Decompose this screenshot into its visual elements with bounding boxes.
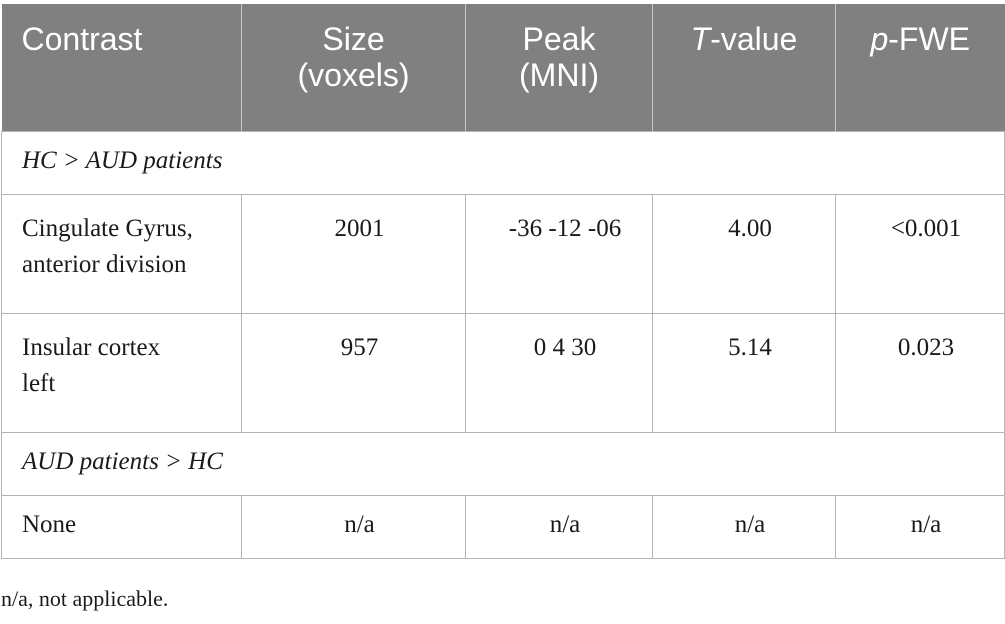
t-value-cell: 5.14 (652, 313, 836, 433)
region-cell: None (1, 495, 242, 559)
header-p-fwe: p-FWE (835, 4, 1005, 132)
table-header: Contrast Size (voxels) Peak (MNI) T-valu… (1, 4, 1005, 132)
header-peak-line1: Peak (522, 21, 596, 57)
region-cell: Cingulate Gyrus, anterior division (1, 194, 242, 314)
table-row: Insular cortex left 957 0 4 30 5.14 0.02… (1, 313, 1005, 433)
region-line1: Cingulate Gyrus, (22, 215, 193, 242)
table-body: HC > AUD patients Cingulate Gyrus, anter… (1, 131, 1005, 559)
section-label: HC > AUD patients (1, 131, 1005, 195)
header-t-value: T-value (652, 4, 836, 132)
header-peak: Peak (MNI) (465, 4, 653, 132)
p-fwe-cell: n/a (835, 495, 1005, 559)
region-line1: Insular cortex (22, 334, 161, 361)
t-value-cell: 4.00 (652, 194, 836, 314)
peak-cell: -36 -12 -06 (465, 194, 653, 314)
section-row-hc-gt-aud: HC > AUD patients (1, 131, 1005, 195)
header-size: Size (voxels) (241, 4, 466, 132)
p-fwe-cell: <0.001 (835, 194, 1005, 314)
section-label: AUD patients > HC (1, 432, 1005, 496)
size-cell: 957 (241, 313, 466, 433)
table-row: Cingulate Gyrus, anterior division 2001 … (1, 194, 1005, 314)
header-t-italic: T (690, 21, 711, 57)
peak-cell: 0 4 30 (465, 313, 653, 433)
region-line2: anterior division (22, 251, 187, 278)
table-row: None n/a n/a n/a n/a (1, 495, 1005, 559)
header-p-rest: -FWE (888, 21, 971, 57)
header-size-line1: Size (322, 21, 385, 57)
region-cell: Insular cortex left (1, 313, 242, 433)
header-size-line2: (voxels) (297, 57, 410, 93)
peak-cell: n/a (465, 495, 653, 559)
header-contrast: Contrast (1, 4, 242, 132)
table-footnote: n/a, not applicable. (1, 586, 169, 611)
p-fwe-cell: 0.023 (835, 313, 1005, 433)
header-p-italic: p (870, 21, 889, 57)
header-t-rest: -value (710, 21, 798, 57)
header-row: Contrast Size (voxels) Peak (MNI) T-valu… (1, 4, 1005, 132)
size-cell: 2001 (241, 194, 466, 314)
results-table: Contrast Size (voxels) Peak (MNI) T-valu… (1, 4, 1005, 559)
t-value-cell: n/a (652, 495, 836, 559)
header-contrast-label: Contrast (21, 21, 143, 57)
size-cell: n/a (241, 495, 466, 559)
header-peak-line2: (MNI) (519, 57, 599, 93)
section-row-aud-gt-hc: AUD patients > HC (1, 432, 1005, 496)
region-line2: left (22, 370, 56, 397)
